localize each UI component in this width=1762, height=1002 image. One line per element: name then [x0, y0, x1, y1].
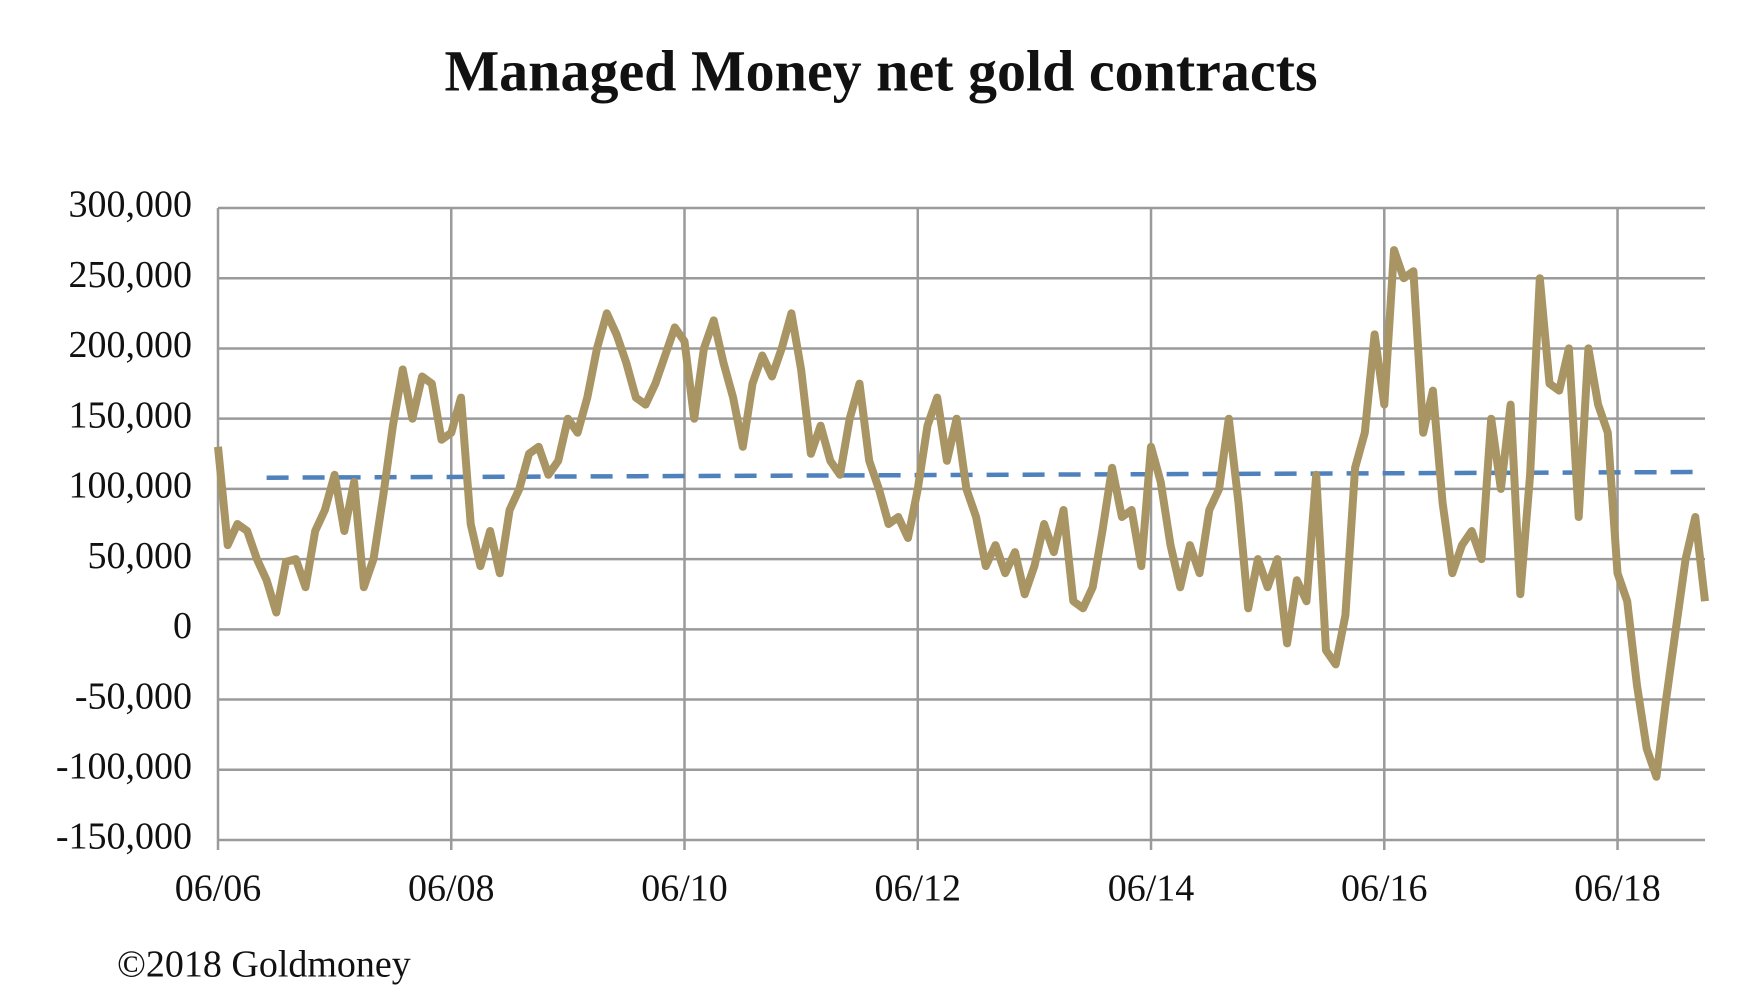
- chart-title: Managed Money net gold contracts: [444, 38, 1317, 103]
- y-tick-label: 300,000: [69, 184, 193, 226]
- y-tick-label: 250,000: [69, 254, 193, 296]
- y-tick-label: 150,000: [69, 394, 193, 436]
- y-tick-label: -100,000: [56, 745, 192, 787]
- x-tick-label: 06/08: [408, 868, 495, 910]
- x-tick-label: 06/18: [1574, 868, 1661, 910]
- x-tick-label: 06/10: [641, 868, 728, 910]
- y-tick-label: -50,000: [75, 675, 192, 717]
- x-tick-label: 06/12: [874, 868, 961, 910]
- average-line: [266, 469, 1706, 480]
- y-tick-label: -150,000: [56, 816, 192, 858]
- data-line: [214, 246, 1709, 781]
- x-tick-label: 06/06: [175, 868, 262, 910]
- x-tick-label: 06/16: [1341, 868, 1428, 910]
- y-tick-label: 0: [173, 605, 192, 647]
- y-tick-label: 100,000: [69, 465, 193, 507]
- y-tick-label: 200,000: [69, 324, 193, 366]
- y-tick-label: 50,000: [88, 535, 193, 577]
- x-tick-label: 06/14: [1108, 868, 1195, 910]
- source-note: ©2018 Goldmoney: [117, 944, 411, 986]
